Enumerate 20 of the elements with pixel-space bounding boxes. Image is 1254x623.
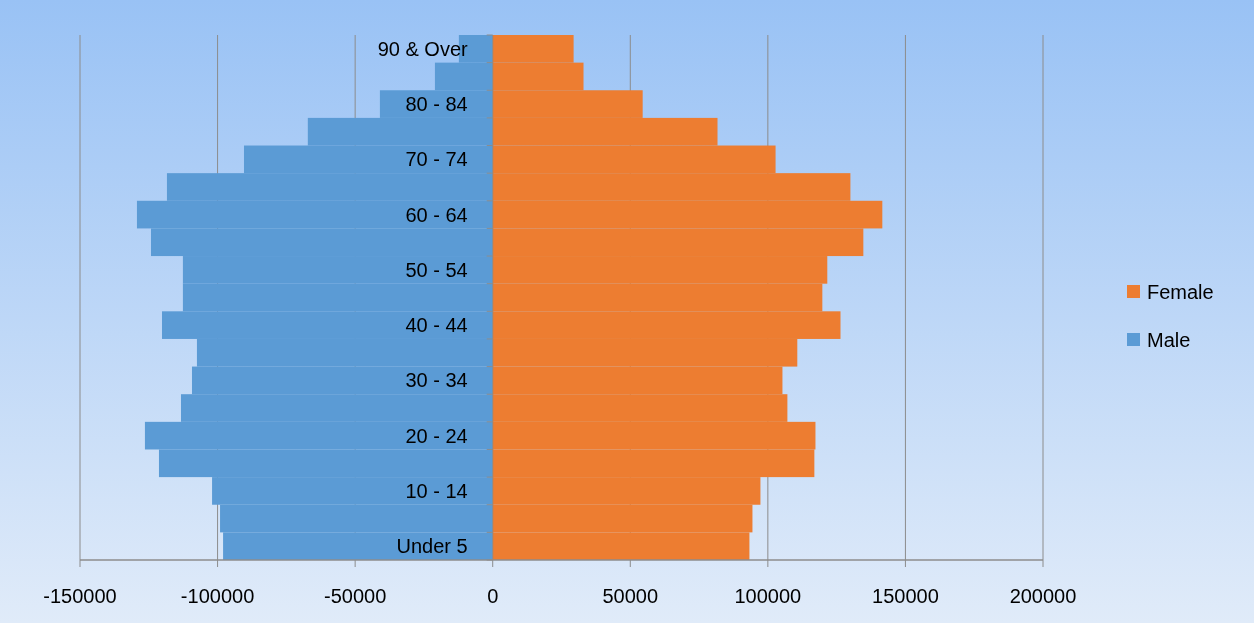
y-tick-label: 40 - 44 <box>405 314 468 337</box>
x-tick-label: -100000 <box>180 585 255 607</box>
x-tick-label: 100000 <box>734 585 802 607</box>
y-tick-label: 10 - 14 <box>405 479 468 502</box>
x-tick-label: 50000 <box>602 585 659 607</box>
y-tick-label: 90 & Over <box>377 37 469 60</box>
x-tick-label: 150000 <box>872 585 939 607</box>
x-tick-label: -50000 <box>324 585 387 607</box>
legend-label: Female <box>1147 281 1214 303</box>
x-tick-label: 200000 <box>1009 585 1077 607</box>
y-tick-label: 50 - 54 <box>405 258 468 281</box>
legend-label: Male <box>1147 329 1191 351</box>
y-tick-label: 80 - 84 <box>405 93 468 116</box>
y-tick-label: 30 - 34 <box>405 369 468 392</box>
y-tick-label: 70 - 74 <box>405 148 468 171</box>
x-tick-label: 0 <box>487 585 499 607</box>
y-tick-label: 20 - 24 <box>405 424 468 447</box>
y-tick-label: Under 5 <box>396 535 468 558</box>
x-tick-label: -150000 <box>43 585 117 607</box>
y-tick-label: 60 - 64 <box>405 203 468 226</box>
